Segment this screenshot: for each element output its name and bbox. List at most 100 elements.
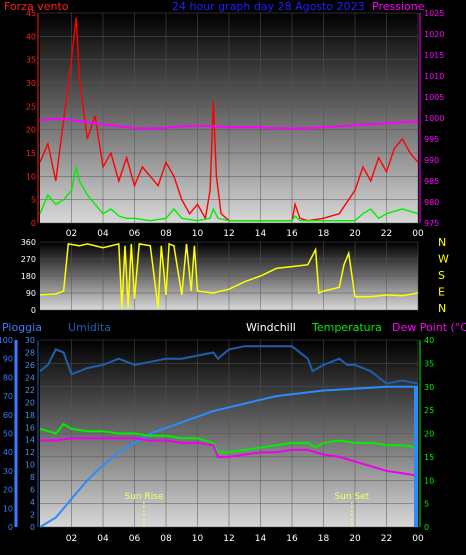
compass-label: N [438, 236, 446, 249]
dewpoint-label: Dew Point (°C) [392, 321, 466, 334]
x-tick-label: 08 [160, 534, 172, 544]
rain-tick-label: 90 [3, 355, 13, 364]
humidity-tick-label: 28 [25, 348, 35, 357]
x-tick-label: 04 [97, 229, 109, 239]
y-left-tick-label: 30 [26, 79, 36, 88]
y-tick-label: 360 [21, 238, 36, 247]
y-right-tick-label: 995 [424, 135, 439, 144]
temp-tick-label: 0 [424, 523, 429, 532]
y-left-tick-label: 10 [26, 172, 36, 181]
sun-label: Sun Rise [124, 492, 163, 502]
humidity-tick-label: 18 [25, 411, 35, 420]
y-tick-label: 270 [21, 255, 36, 264]
y-right-tick-label: 1010 [424, 72, 444, 81]
rain-tick-label: 30 [3, 467, 13, 476]
chart-title: 24 hour graph day 28 Agosto 2023 [172, 0, 365, 13]
x-tick-label: 00 [412, 229, 424, 239]
temperature-label: Temperatura [311, 321, 382, 334]
y-right-tick-label: 990 [424, 156, 439, 165]
humidity-tick-label: 12 [25, 448, 35, 457]
x-tick-label: 16 [286, 229, 298, 239]
y-right-tick-label: 1000 [424, 114, 444, 123]
rain-tick-label: 10 [3, 504, 13, 513]
humidity-tick-label: 22 [25, 386, 35, 395]
x-tick-label: 20 [349, 229, 361, 239]
temp-tick-label: 40 [424, 336, 434, 345]
y-right-tick-label: 985 [424, 177, 439, 186]
temp-tick-label: 25 [424, 406, 434, 415]
x-tick-label: 16 [286, 534, 298, 544]
x-tick-label: 06 [129, 229, 141, 239]
y-tick-label: 180 [21, 272, 36, 281]
y-tick-label: 90 [26, 289, 36, 298]
rain-tick-label: 0 [8, 523, 13, 532]
y-left-tick-label: 5 [31, 196, 36, 205]
series-dewpoint [40, 437, 419, 477]
y-right-tick-label: 1025 [424, 9, 444, 18]
x-tick-label: 10 [192, 229, 204, 239]
humidity-tick-label: 10 [25, 461, 35, 470]
humidity-tick-label: 4 [30, 498, 35, 507]
temperature-humidity-panel: 0510152025303540010203040506070809010002… [0, 336, 434, 544]
rain-tick-label: 70 [3, 392, 13, 401]
temp-tick-label: 20 [424, 430, 434, 439]
humidity-tick-label: 20 [25, 398, 35, 407]
series-humidity [39, 345, 419, 385]
compass-label: N [438, 302, 446, 315]
humidity-tick-label: 0 [30, 523, 35, 532]
rain-tick-label: 60 [3, 411, 13, 420]
temp-tick-label: 10 [424, 476, 434, 485]
rain-tick-label: 40 [3, 448, 13, 457]
humidity-axis-title: Umidita [68, 321, 111, 334]
y-right-tick-label: 1015 [424, 51, 444, 60]
humidity-tick-label: 8 [30, 473, 35, 482]
series-gust [39, 17, 419, 222]
y-right-tick-label: 975 [424, 219, 439, 228]
series-rain [39, 385, 418, 528]
windchill-label: Windchill [246, 321, 296, 334]
y-left-tick-label: 15 [26, 149, 36, 158]
humidity-tick-label: 16 [25, 423, 35, 432]
y-tick-label: 0 [31, 306, 36, 315]
x-tick-label: 18 [318, 534, 330, 544]
x-tick-label: 14 [255, 229, 267, 239]
temp-tick-label: 5 [424, 500, 429, 509]
rain-tick-label: 80 [3, 373, 13, 382]
y-left-tick-label: 45 [26, 9, 36, 18]
temp-tick-label: 15 [424, 453, 434, 462]
compass-label: E [438, 286, 445, 299]
x-tick-label: 22 [381, 534, 392, 544]
pressure-axis-title: Pressione [372, 0, 425, 13]
humidity-tick-label: 14 [25, 436, 35, 445]
x-tick-label: 22 [381, 229, 392, 239]
temp-tick-label: 35 [424, 359, 434, 368]
x-tick-label: 18 [318, 229, 330, 239]
series-direction [39, 242, 419, 309]
y-left-tick-label: 20 [26, 126, 36, 135]
y-left-tick-label: 0 [31, 219, 36, 228]
series-wind [39, 166, 419, 222]
y-right-tick-label: 1020 [424, 30, 444, 39]
x-tick-label: 12 [223, 229, 234, 239]
rain-tick-label: 50 [3, 430, 13, 439]
y-left-tick-label: 25 [26, 102, 36, 111]
humidity-tick-label: 24 [25, 373, 35, 382]
x-tick-label: 20 [349, 534, 361, 544]
y-left-tick-label: 35 [26, 56, 36, 65]
humidity-tick-label: 6 [30, 486, 35, 495]
sun-label: Sun Set [334, 492, 369, 502]
x-tick-label: 00 [412, 534, 424, 544]
y-right-tick-label: 1005 [424, 93, 444, 102]
wind-axis-title: Forza vento [4, 0, 69, 13]
humidity-tick-label: 2 [30, 511, 35, 520]
x-tick-label: 02 [66, 534, 77, 544]
wind-pressure-panel: 0510152025303540459759809859909951000100… [26, 9, 445, 239]
x-tick-label: 06 [129, 534, 141, 544]
compass-label: W [438, 253, 449, 266]
x-tick-label: 10 [192, 534, 204, 544]
y-right-tick-label: 980 [424, 198, 439, 207]
rain-total-bar [414, 386, 418, 527]
temp-tick-label: 30 [424, 383, 434, 392]
